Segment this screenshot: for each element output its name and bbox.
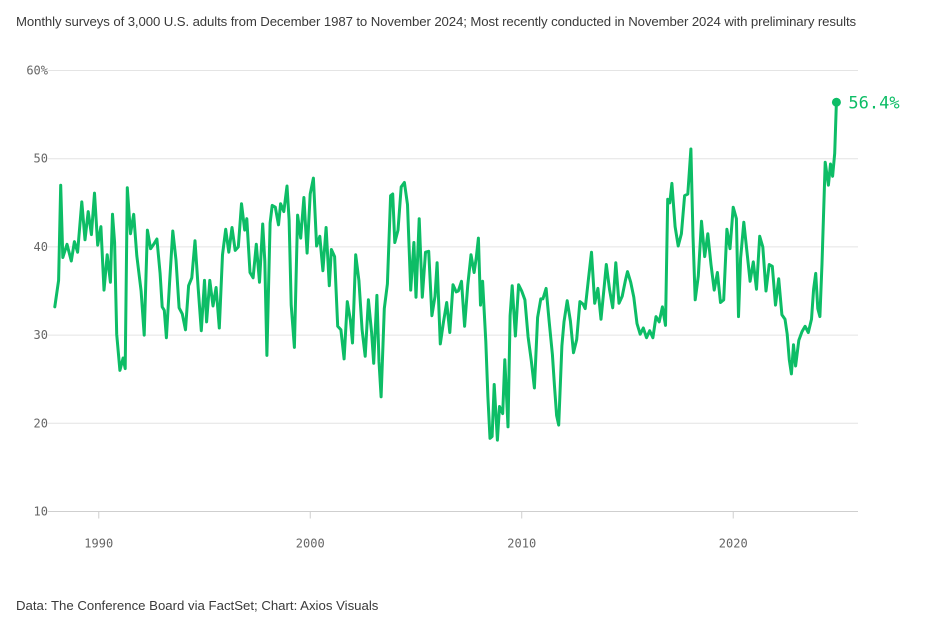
y-tick-label: 30: [34, 328, 48, 342]
y-gridlines: [48, 70, 858, 424]
x-axis: [48, 511, 858, 519]
y-tick-label: 40: [34, 240, 48, 254]
x-tick-label: 2000: [296, 537, 325, 551]
y-tick-label: 60%: [26, 64, 48, 78]
y-tick-label: 20: [34, 416, 48, 430]
x-tick-label: 1990: [84, 537, 113, 551]
y-tick-labels: 60% 50 40 30 20 10: [26, 64, 48, 519]
source-note: Data: The Conference Board via FactSet; …: [16, 598, 379, 613]
x-tick-label: 2020: [719, 537, 748, 551]
series-line: [53, 100, 838, 442]
chart-subtitle: Monthly surveys of 3,000 U.S. adults fro…: [16, 14, 857, 29]
x-tick-label: 2010: [507, 537, 536, 551]
y-tick-label: 50: [34, 152, 48, 166]
x-tick-labels: 1990 2000 2010 2020: [84, 537, 747, 551]
y-tick-label: 10: [34, 505, 48, 519]
latest-value-label: 56.4%: [848, 93, 899, 113]
latest-value-dot: [831, 97, 841, 107]
